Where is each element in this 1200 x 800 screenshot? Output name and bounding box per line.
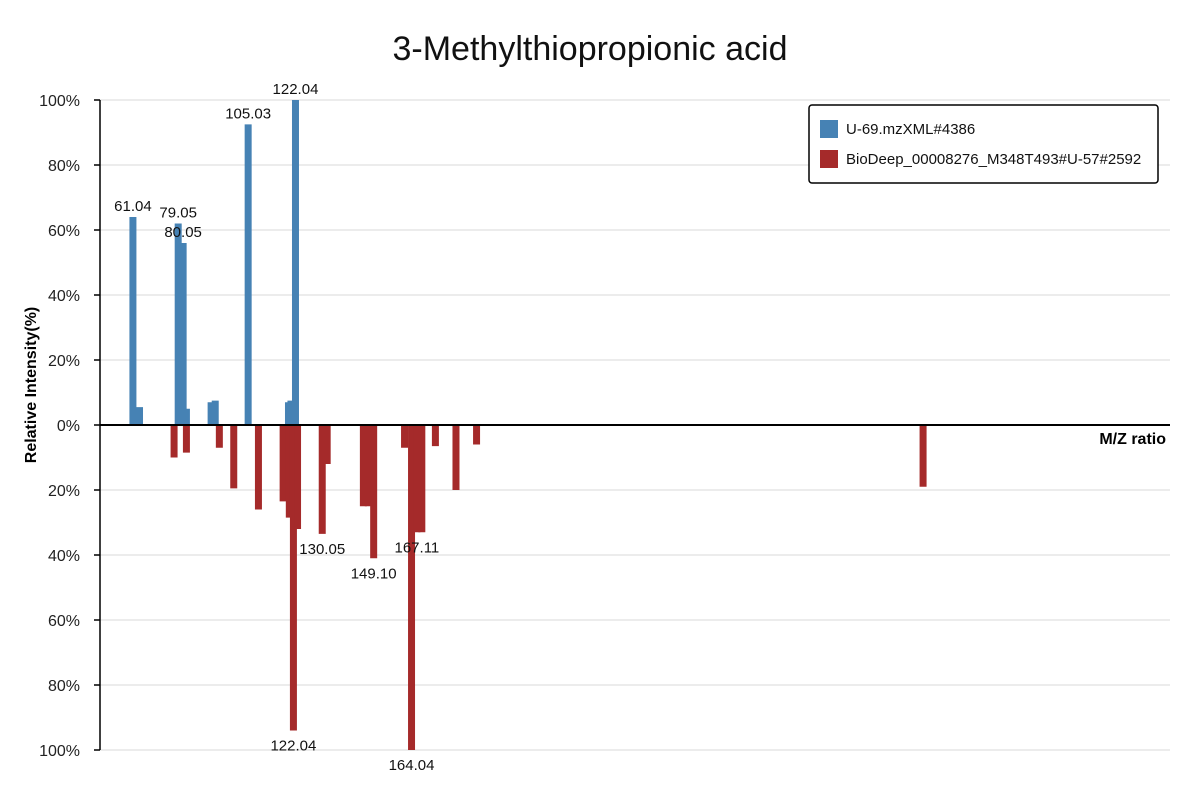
reference-peak-bar xyxy=(182,425,190,453)
y-tick-label: 100% xyxy=(39,743,80,760)
y-tick-label: 40% xyxy=(48,288,80,305)
y-tick-label: 20% xyxy=(48,483,80,500)
query-peak-label: 61.04 xyxy=(114,198,152,215)
peak-labels: 79.0580.05105.03122.0461.04122.04130.051… xyxy=(114,81,439,774)
reference-peak-bar xyxy=(294,425,302,529)
x-axis-label: M/Z ratio xyxy=(1099,431,1166,448)
reference-peak-bar xyxy=(170,425,178,458)
reference-peak-label: 149.10 xyxy=(351,565,397,582)
query-peak-bar xyxy=(291,100,299,425)
reference-peak-bar xyxy=(279,425,287,502)
reference-peak-bar xyxy=(370,425,378,559)
legend-box xyxy=(808,104,1159,184)
y-tick-label: 60% xyxy=(48,613,80,630)
reference-peak-bar xyxy=(473,425,481,445)
reference-peak-bar xyxy=(359,425,367,507)
reference-peak-bar xyxy=(418,425,426,533)
y-tick-label: 100% xyxy=(39,93,80,110)
y-tick-label: 40% xyxy=(48,548,80,565)
reference-peak-bar xyxy=(919,425,927,487)
reference-peak-bar xyxy=(401,425,409,448)
y-tick-label: 60% xyxy=(48,223,80,240)
reference-peak-label: 130.05 xyxy=(299,541,345,558)
legend: U-69.mzXML#4386 BioDeep_00008276_M348T49… xyxy=(808,104,1159,184)
y-tick-label: 80% xyxy=(48,678,80,695)
y-tick-label: 0% xyxy=(57,418,80,435)
reference-peak-bar xyxy=(364,425,372,507)
gridlines xyxy=(100,99,1170,751)
query-peak-bar xyxy=(179,243,187,425)
y-tick-label: 20% xyxy=(48,353,80,370)
query-peak-bar xyxy=(207,402,215,425)
y-tick-label: 80% xyxy=(48,158,80,175)
query-peak-bar xyxy=(211,400,219,425)
reference-peak-bar xyxy=(289,425,297,731)
legend-swatch-query xyxy=(820,120,838,138)
query-peak-label: 122.04 xyxy=(273,81,319,98)
reference-peak-label: 167.11 xyxy=(395,539,440,556)
query-peak-bar xyxy=(244,124,252,425)
legend-label-reference: BioDeep_00008276_M348T493#U-57#2592 xyxy=(846,151,1141,168)
chart-title: 3-Methylthiopropionic acid xyxy=(393,30,788,68)
reference-peak-bar xyxy=(431,425,439,447)
reference-peak-bar xyxy=(230,425,238,489)
query-peak-label: 79.05 xyxy=(159,205,197,222)
legend-label-query: U-69.mzXML#4386 xyxy=(846,121,975,138)
query-peak-bar xyxy=(174,223,182,425)
query-peak-label: 105.03 xyxy=(225,105,271,122)
reference-peak-bar xyxy=(254,425,262,510)
query-peak-bar xyxy=(129,217,137,425)
reference-peak-bar xyxy=(285,425,293,518)
reference-peak-bar xyxy=(413,425,421,533)
query-peak-bar xyxy=(287,400,295,425)
reference-peak-bar xyxy=(318,425,326,534)
reference-peak-bar xyxy=(323,425,331,464)
reference-peak-label: 164.04 xyxy=(389,757,435,774)
legend-swatch-reference xyxy=(820,150,838,168)
reference-peak-bar xyxy=(408,425,416,750)
bars xyxy=(129,100,927,750)
reference-peak-label: 122.04 xyxy=(270,738,316,755)
reference-peak-bar xyxy=(215,425,223,448)
query-peak-bar xyxy=(182,408,190,425)
reference-peak-bar xyxy=(452,425,460,490)
y-axis-label: Relative Intensity(%) xyxy=(23,307,40,463)
query-peak-bar xyxy=(136,407,144,425)
y-ticks: 100% 80% 60% 40% 20% 0% 20% 40% 60% 80% 100% xyxy=(39,93,100,760)
query-peak-label: 80.05 xyxy=(164,224,202,241)
